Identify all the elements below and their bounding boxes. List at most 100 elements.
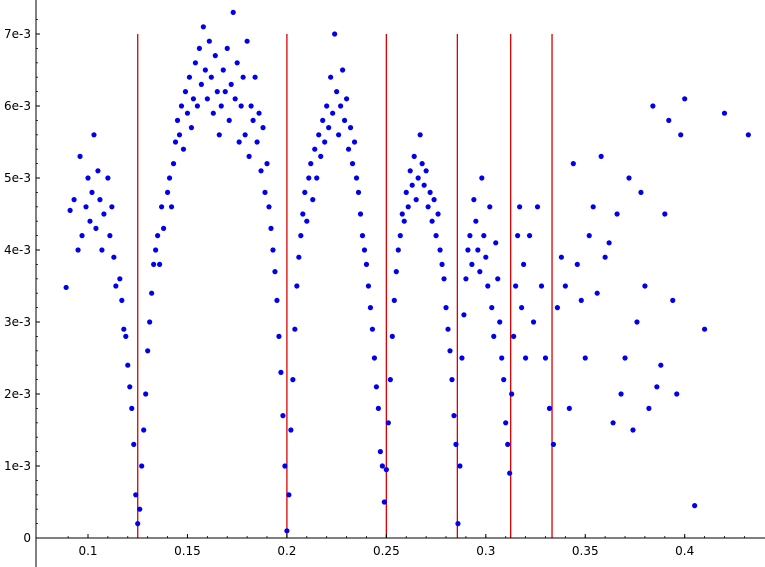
data-point xyxy=(477,269,483,275)
data-point xyxy=(139,463,145,469)
data-point xyxy=(93,225,99,231)
data-point xyxy=(377,449,383,455)
data-point xyxy=(522,355,529,361)
data-point xyxy=(610,420,616,426)
data-point xyxy=(105,175,111,181)
data-point xyxy=(158,204,165,210)
data-point xyxy=(485,283,491,289)
data-point xyxy=(172,139,179,145)
data-point xyxy=(638,189,644,195)
data-point xyxy=(517,204,523,210)
data-point xyxy=(590,204,596,210)
data-point xyxy=(570,161,576,167)
data-point xyxy=(626,175,632,181)
data-point xyxy=(403,189,409,195)
y-tick-label: 7e-3 xyxy=(4,27,31,41)
data-point xyxy=(371,355,378,361)
data-point xyxy=(298,233,304,239)
x-tick-label: 0.35 xyxy=(572,544,599,558)
data-point xyxy=(385,420,391,426)
data-point xyxy=(469,261,475,267)
data-point xyxy=(365,283,372,289)
data-point xyxy=(429,218,435,224)
data-point xyxy=(182,89,189,95)
data-point xyxy=(230,9,236,15)
data-point xyxy=(155,233,161,239)
data-point xyxy=(164,189,171,195)
data-point xyxy=(443,305,449,311)
data-point xyxy=(391,297,397,303)
data-point xyxy=(310,197,316,203)
data-point xyxy=(308,161,314,167)
data-point xyxy=(409,182,415,188)
data-point xyxy=(419,161,425,167)
data-point xyxy=(160,225,167,231)
data-point xyxy=(238,103,244,109)
data-point xyxy=(101,211,107,217)
data-point xyxy=(300,211,306,217)
data-point xyxy=(662,211,668,217)
data-point xyxy=(192,60,199,66)
y-tick-label: 2e-3 xyxy=(4,387,31,401)
data-point xyxy=(461,312,467,318)
data-point xyxy=(129,405,135,411)
data-point xyxy=(324,103,330,109)
data-point xyxy=(147,319,153,325)
data-point xyxy=(379,463,385,469)
y-ticks: 0 1e-3 2e-3 3e-3 4e-3 5e-3 6e-3 7e-3 xyxy=(4,19,40,545)
data-point xyxy=(292,326,298,332)
data-point xyxy=(236,139,242,145)
data-point xyxy=(618,391,624,397)
data-point xyxy=(268,225,274,231)
data-point xyxy=(383,467,389,473)
data-point xyxy=(149,290,155,296)
data-point xyxy=(272,269,278,275)
data-point xyxy=(314,175,320,181)
data-point xyxy=(481,233,487,239)
data-point xyxy=(99,247,105,253)
data-point xyxy=(85,175,91,181)
data-point xyxy=(493,240,499,246)
data-point xyxy=(91,132,97,138)
data-point xyxy=(421,182,427,188)
data-point xyxy=(437,247,443,253)
data-point xyxy=(131,441,137,447)
data-point xyxy=(125,362,131,368)
data-point xyxy=(119,297,125,303)
data-point xyxy=(153,247,159,253)
data-point xyxy=(270,247,276,253)
data-point xyxy=(107,233,113,239)
data-point xyxy=(586,233,592,239)
data-point xyxy=(214,89,220,95)
data-point xyxy=(534,204,541,210)
data-point xyxy=(501,377,507,383)
data-point xyxy=(441,276,447,282)
data-point xyxy=(75,247,81,253)
data-point xyxy=(503,420,509,426)
data-point xyxy=(178,103,185,109)
data-point xyxy=(701,326,708,332)
data-point xyxy=(306,175,312,181)
data-point xyxy=(145,348,151,354)
data-point xyxy=(666,117,672,123)
y-tick-label: 4e-3 xyxy=(4,243,31,257)
y-tick-label: 3e-3 xyxy=(4,315,31,329)
data-point xyxy=(602,254,608,260)
data-point xyxy=(127,384,133,390)
data-point xyxy=(622,355,628,361)
data-point xyxy=(166,175,173,181)
data-point xyxy=(574,261,580,267)
data-point xyxy=(654,384,660,390)
data-point xyxy=(367,305,374,311)
data-point xyxy=(208,74,214,80)
data-point xyxy=(483,254,489,260)
data-point xyxy=(288,427,294,433)
data-point xyxy=(399,211,405,217)
data-point xyxy=(515,233,521,239)
axes xyxy=(35,0,765,567)
data-point xyxy=(284,528,290,534)
data-point xyxy=(174,117,181,123)
data-point xyxy=(353,175,360,181)
data-point xyxy=(387,377,393,383)
data-point xyxy=(487,204,493,210)
